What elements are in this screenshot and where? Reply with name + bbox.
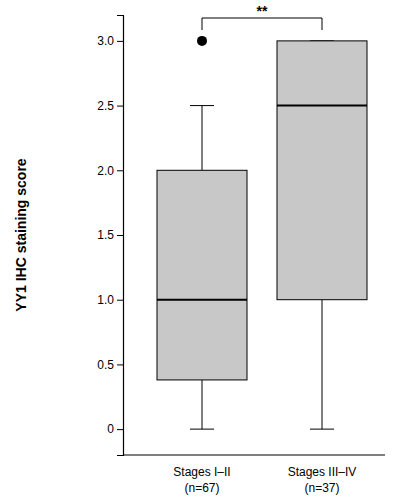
y-tick-label: 2.0: [97, 164, 114, 178]
y-tick-mark: [117, 106, 123, 107]
y-tick-label: 0.5: [97, 358, 114, 372]
y-tick-mark: [117, 429, 123, 430]
whisker-high: [202, 106, 203, 171]
y-tick-label: 3.0: [97, 34, 114, 48]
x-tick-label: Stages I–II: [173, 465, 230, 479]
y-tick-label: 2.5: [97, 99, 114, 113]
box: [157, 36, 247, 429]
y-tick: 3.0: [97, 34, 123, 48]
outlier: [197, 36, 207, 46]
whisker-cap-low: [190, 429, 214, 430]
y-tick: 1.0: [97, 293, 123, 307]
box-body: [277, 41, 367, 300]
significance-bracket: [202, 18, 322, 30]
y-tick-mark: [117, 170, 123, 171]
y-tick: 1.5: [97, 228, 123, 242]
y-axis-title: YY1 IHC staining score: [13, 158, 29, 311]
y-tick-mark: [117, 300, 123, 301]
whisker-cap-low: [310, 429, 334, 430]
whisker-cap-high: [190, 105, 214, 106]
y-axis-line: [117, 16, 124, 456]
y-tick-label: 0: [107, 422, 114, 436]
whisker-low: [202, 380, 203, 429]
significance-label: **: [257, 3, 268, 19]
y-tick-label: 1.0: [97, 293, 114, 307]
y-tick-label: 1.5: [97, 228, 114, 242]
y-tick: 0.5: [97, 358, 123, 372]
y-tick: 0: [107, 422, 123, 436]
box-body: [157, 170, 247, 380]
y-tick-mark: [117, 41, 123, 42]
chart: 0 0.5 1.0 1.5 2.0 2.5 3.0 YY1 IHC staining scor…: [0, 0, 413, 500]
y-tick: 2.0: [97, 164, 123, 178]
x-tick-note: (n=67): [184, 481, 219, 495]
median: [157, 299, 247, 301]
x-axis-line: [123, 454, 385, 455]
y-tick: 2.5: [97, 99, 123, 113]
median: [277, 105, 367, 107]
y-tick-mark: [117, 364, 123, 365]
x-tick-label: Stages III–IV: [288, 465, 357, 479]
plot-area: [157, 36, 367, 429]
box: [277, 41, 367, 429]
x-tick-note: (n=37): [304, 481, 339, 495]
y-tick-mark: [117, 235, 123, 236]
whisker-low: [322, 300, 323, 429]
y-axis: 0 0.5 1.0 1.5 2.0 2.5 3.0: [97, 16, 123, 456]
